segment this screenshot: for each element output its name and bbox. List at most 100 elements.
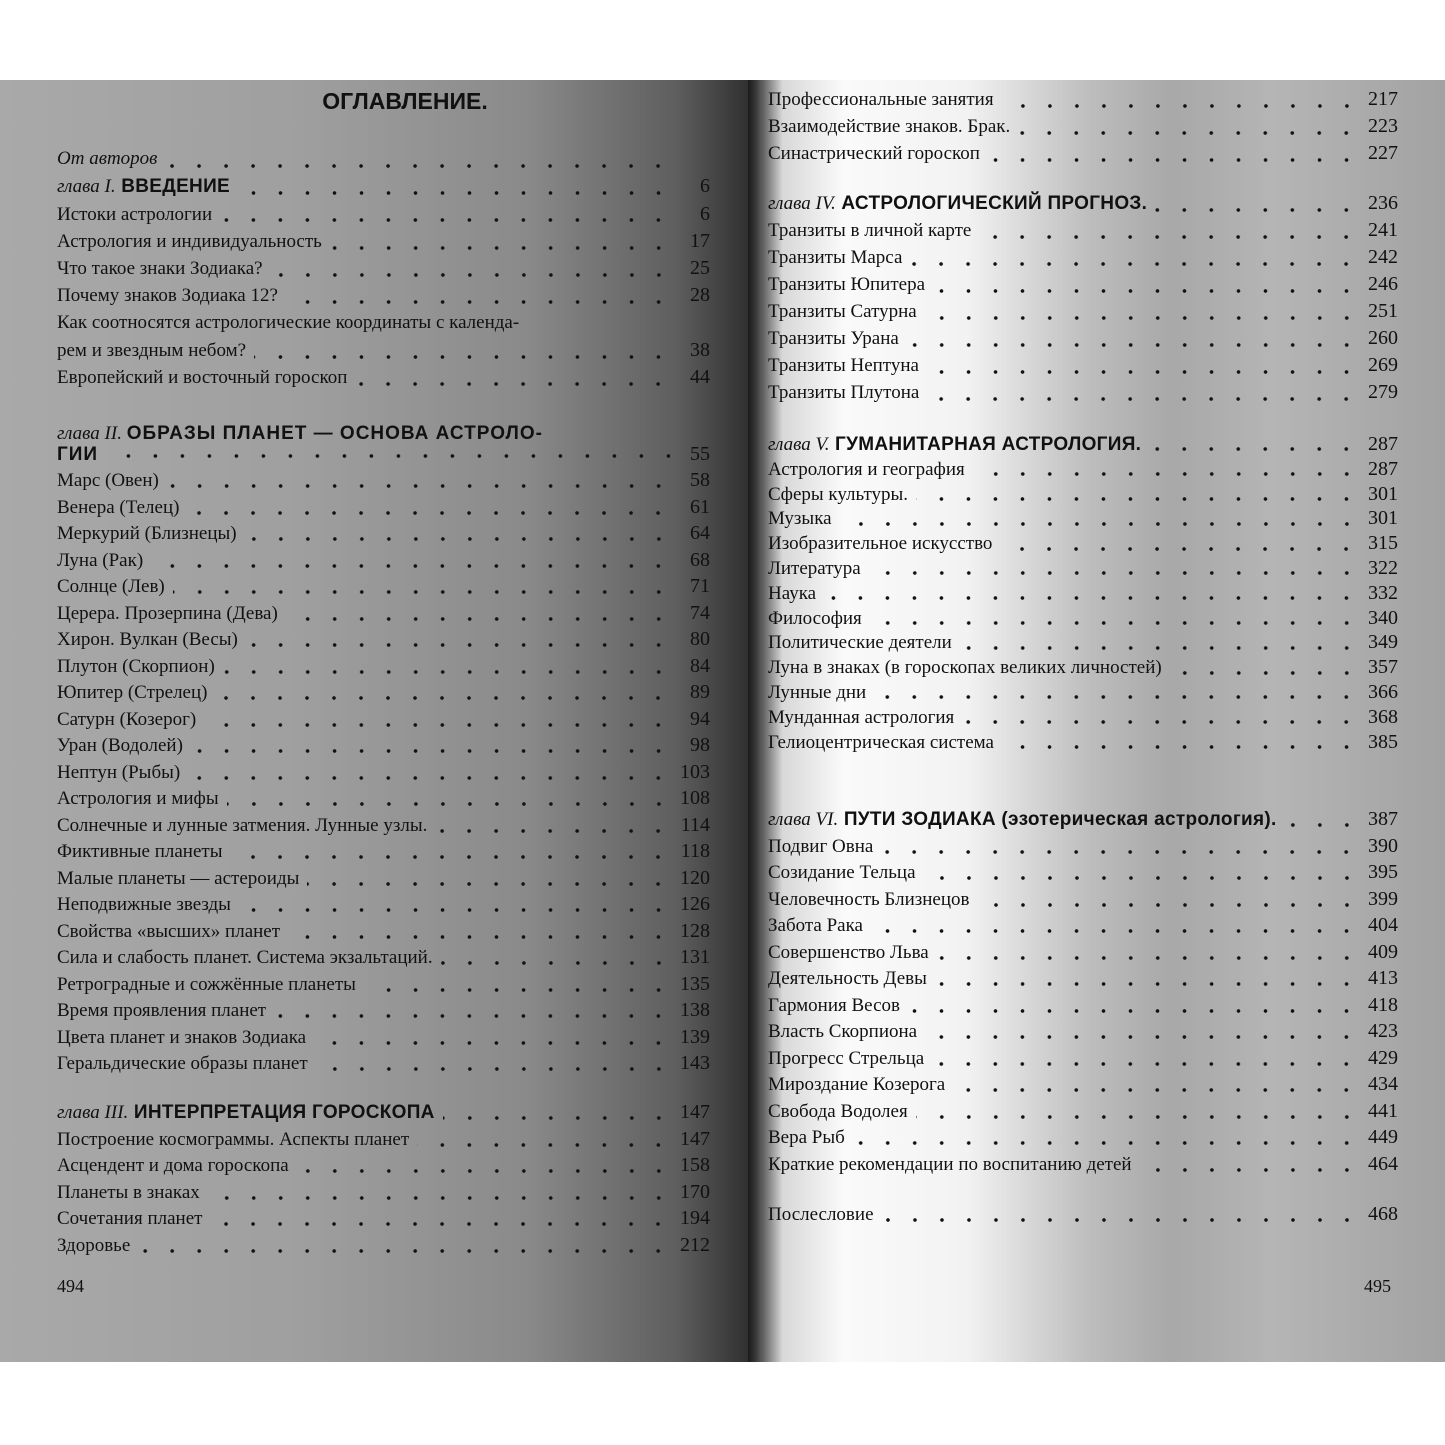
page-ref: 64	[690, 522, 710, 544]
dot-leader	[238, 908, 672, 913]
chapter-label: глава II.	[57, 423, 122, 444]
toc-entry: Цвета планет и знаков Зодиака 139	[57, 1026, 710, 1053]
entry-title: Астрология и индивидуальность	[57, 230, 322, 252]
entry-title: Венера (Телец)	[57, 496, 180, 518]
toc-entry: Сатурн (Козерог) 94	[57, 708, 710, 735]
entry-title: Хирон. Вулкан (Весы)	[57, 629, 238, 650]
page-ref: 131	[680, 946, 710, 968]
chapter-label: глава V.	[768, 434, 830, 455]
entry-title: Малые планеты — астероиды	[57, 867, 300, 889]
entry-title: Созидание Тельца	[768, 862, 916, 883]
toc-entry: Музыка 301	[768, 507, 1398, 532]
toc-entry: Вера Рыб 449	[768, 1126, 1398, 1153]
entry-title: Планеты в знаках	[57, 1181, 200, 1203]
toc-entry: Здоровье 212	[57, 1234, 710, 1261]
entry-title: Профессиональные занятия	[768, 89, 994, 110]
dot-leader	[245, 643, 672, 648]
chapter-title-cont: ГИИ	[57, 444, 99, 465]
entry-title: Марс (Овен)	[57, 470, 159, 491]
entry-title: Сатурн (Козерог)	[57, 708, 197, 730]
page-ref: 223	[1368, 115, 1398, 137]
dot-leader	[190, 749, 672, 754]
page-ref: 44	[690, 366, 710, 389]
entry-title: Меркурий (Близнецы)	[57, 523, 237, 544]
page-ref: 418	[1368, 993, 1398, 1016]
dot-leader	[972, 472, 1360, 477]
dot-leader	[315, 1067, 672, 1072]
page-ref: 366	[1368, 680, 1398, 703]
dot-leader	[906, 342, 1360, 347]
dot-leader	[824, 596, 1360, 601]
page-ref: 108	[680, 787, 710, 809]
toc-entry: Сферы культуры. 301	[768, 483, 1398, 508]
entry-title: Луна (Рак)	[57, 549, 144, 571]
entry-title: Совершенство Льва	[768, 941, 929, 963]
page-ref: 399	[1368, 887, 1398, 910]
page-ref: 170	[680, 1180, 710, 1203]
entry-title: Юпитер (Стрелец)	[57, 682, 208, 703]
entry-title: Здоровье	[57, 1234, 131, 1256]
entry-title: Власть Скорпиона	[768, 1021, 918, 1042]
dot-leader	[932, 1061, 1360, 1066]
page-ref: 322	[1368, 556, 1398, 579]
entry-title: Европейский и восточный гороскоп	[57, 367, 348, 389]
toc-entry: Транзиты Урана 260	[768, 327, 1398, 354]
dot-leader	[934, 982, 1360, 987]
chapter-title: АСТРОЛОГИЧЕСКИЙ ПРОГНОЗ.	[841, 193, 1148, 214]
page-ref: 6	[700, 202, 710, 225]
entry-title: Цвета планет и знаков Зодиака	[57, 1026, 307, 1048]
page-ref: 114	[680, 813, 710, 836]
dot-leader	[307, 881, 672, 886]
entry-title: глава IV. АСТРОЛОГИЧЕСКИЙ ПРОГНОЗ.	[768, 193, 1147, 215]
page-ref: 68	[690, 548, 710, 571]
dot-leader	[285, 300, 672, 305]
toc-entry: Транзиты Нептуна 269	[768, 354, 1398, 381]
dot-leader	[1284, 823, 1360, 828]
dot-leader	[1001, 744, 1360, 749]
page-ref: 55	[690, 443, 710, 465]
entry-title: Вера Рыб	[768, 1127, 845, 1148]
page-ref: 28	[690, 284, 710, 307]
entry-title: Послесловие	[768, 1204, 874, 1225]
dot-leader	[244, 537, 672, 542]
page-ref: 126	[680, 893, 710, 915]
dot-leader	[220, 218, 672, 223]
toc-entry: Сочетания планет 194	[57, 1207, 710, 1234]
dot-leader	[222, 669, 672, 674]
entry-title: Краткие рекомендации по воспитанию детей	[768, 1153, 1132, 1175]
entry-title: Мироздание Козерога	[768, 1074, 946, 1095]
page-ref: 80	[690, 628, 710, 650]
toc-entry: Солнечные и лунные затмения. Лунные узлы…	[57, 814, 710, 841]
dot-leader	[285, 616, 672, 621]
page-ref: 301	[1368, 482, 1398, 505]
toc-entry: Сила и слабость планет. Система экзальта…	[57, 946, 710, 973]
page-ref: 103	[680, 760, 710, 783]
toc-entry: Малые планеты — астероиды 120	[57, 867, 710, 894]
dot-leader	[953, 1088, 1360, 1093]
page-ref: 241	[1368, 219, 1398, 241]
toc-entry: Транзиты в личной карте 241	[768, 219, 1398, 246]
page-ref: 246	[1368, 273, 1398, 295]
page-ref: 409	[1368, 940, 1398, 963]
page-ref: 340	[1368, 606, 1398, 629]
page-ref: 143	[680, 1052, 710, 1074]
page-ref: 349	[1368, 631, 1398, 654]
entry-title: Музыка	[768, 508, 832, 530]
toc-entry: Истоки астрологии 6	[57, 203, 710, 230]
entry-title: Уран (Водолей)	[57, 735, 183, 756]
chapter-title: ВВЕДЕНИЕ	[121, 176, 230, 198]
toc-section-chapter-2: Марс (Овен) 58 Венера (Телец) 61 Меркурий (Б…	[57, 469, 710, 1079]
chapter-title: ИНТЕРПРЕТАЦИЯ ГОРОСКОПА	[133, 1102, 435, 1123]
dot-leader	[210, 1222, 672, 1227]
toc-entry: Астрология и индивидуальность 17	[57, 230, 710, 257]
toc-entry: Геральдические образы планет 143	[57, 1052, 710, 1079]
entry-title: рем и звездным небом?	[57, 340, 247, 362]
entry-title: Асцендент и дома гороскопа	[57, 1155, 289, 1176]
page-ref: 385	[1368, 730, 1398, 753]
entry-title: глава III. ИНТЕРПРЕТАЦИЯ ГОРОСКОПА	[57, 1102, 435, 1124]
dot-leader	[270, 272, 672, 277]
page-ref: 413	[1368, 967, 1398, 989]
toc-entry: Литература 322	[768, 557, 1398, 582]
page-ref: 139	[680, 1025, 710, 1048]
entry-title: Транзиты Юпитера	[768, 274, 926, 295]
